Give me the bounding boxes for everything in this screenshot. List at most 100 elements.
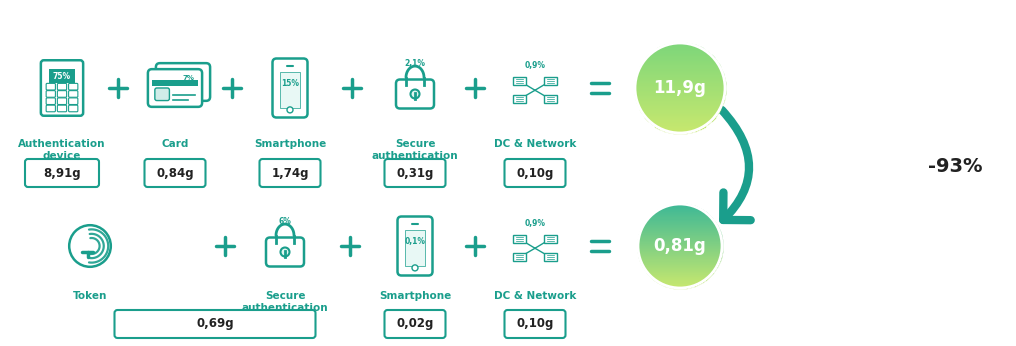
Bar — [651, 276, 708, 278]
FancyBboxPatch shape — [513, 77, 526, 85]
Text: DC & Network: DC & Network — [494, 139, 576, 149]
Bar — [669, 286, 692, 287]
Bar — [644, 222, 715, 224]
Bar — [635, 90, 724, 92]
Bar — [635, 88, 725, 89]
Text: Token: Token — [73, 291, 107, 301]
Text: 0,10g: 0,10g — [516, 166, 554, 180]
Text: 11,9g: 11,9g — [653, 79, 706, 97]
Bar — [644, 60, 715, 61]
Bar — [643, 61, 716, 62]
Bar — [649, 120, 710, 122]
Bar — [638, 239, 721, 241]
Bar — [635, 93, 724, 95]
Bar — [639, 255, 720, 257]
Bar — [639, 69, 721, 70]
Bar — [638, 102, 722, 104]
Bar — [642, 264, 717, 265]
Bar — [641, 64, 718, 66]
FancyBboxPatch shape — [155, 63, 210, 101]
Bar — [636, 76, 723, 78]
Bar — [665, 285, 695, 286]
Text: 75%: 75% — [53, 72, 71, 81]
FancyBboxPatch shape — [46, 105, 56, 112]
Bar — [653, 51, 706, 52]
Bar — [648, 119, 711, 121]
Circle shape — [410, 90, 420, 99]
FancyBboxPatch shape — [46, 83, 56, 90]
Bar — [646, 270, 714, 272]
Bar — [635, 91, 724, 93]
Text: 0,9%: 0,9% — [524, 219, 546, 228]
Bar — [647, 271, 713, 273]
Bar — [650, 215, 709, 217]
Bar — [635, 84, 724, 86]
Bar — [641, 230, 719, 231]
Bar — [636, 94, 724, 96]
Bar — [645, 221, 714, 223]
FancyBboxPatch shape — [69, 98, 78, 104]
Bar — [635, 86, 725, 88]
FancyBboxPatch shape — [57, 98, 67, 104]
Bar — [659, 47, 701, 49]
Text: 1,74g: 1,74g — [271, 166, 309, 180]
Bar — [636, 95, 724, 97]
Bar — [662, 207, 697, 208]
Bar — [639, 254, 721, 256]
Bar — [638, 243, 722, 244]
Bar — [648, 55, 711, 57]
Bar — [639, 234, 720, 236]
Bar — [647, 218, 712, 220]
Bar — [652, 122, 708, 124]
Text: 0,84g: 0,84g — [156, 166, 194, 180]
Bar — [657, 280, 703, 282]
Bar — [641, 110, 718, 112]
Bar — [636, 97, 724, 98]
Bar — [637, 74, 723, 76]
Bar — [639, 107, 720, 109]
Bar — [638, 70, 721, 71]
Bar — [653, 213, 707, 215]
Bar — [654, 278, 706, 280]
Text: Authentication
device: Authentication device — [18, 139, 106, 161]
Bar — [647, 272, 712, 274]
Bar — [651, 53, 709, 55]
Bar — [655, 125, 704, 127]
Bar — [638, 251, 721, 253]
Bar — [638, 72, 722, 74]
FancyBboxPatch shape — [259, 159, 320, 187]
Text: 0,31g: 0,31g — [396, 166, 434, 180]
Bar — [639, 235, 720, 237]
Bar — [655, 211, 704, 213]
Bar — [648, 217, 711, 219]
Bar — [635, 82, 724, 84]
FancyBboxPatch shape — [46, 98, 56, 104]
Bar — [638, 245, 722, 246]
FancyBboxPatch shape — [544, 77, 558, 85]
Text: 0,69g: 0,69g — [196, 318, 234, 330]
Bar — [638, 71, 722, 73]
Bar — [638, 242, 721, 243]
Bar — [643, 225, 716, 226]
Text: 0,81g: 0,81g — [653, 237, 706, 255]
Bar — [643, 226, 717, 227]
Bar — [665, 206, 695, 207]
Bar — [640, 66, 720, 68]
Bar — [655, 49, 704, 51]
FancyBboxPatch shape — [396, 80, 434, 109]
Bar — [673, 43, 687, 44]
Bar — [661, 46, 698, 48]
Bar — [644, 115, 715, 116]
Bar — [639, 236, 721, 238]
FancyBboxPatch shape — [69, 91, 78, 97]
Bar — [651, 214, 708, 216]
Bar — [661, 128, 698, 130]
Bar — [673, 131, 687, 133]
Circle shape — [412, 265, 418, 271]
Bar — [664, 45, 696, 47]
Bar — [643, 266, 716, 267]
Bar — [642, 228, 718, 229]
Bar — [648, 273, 711, 275]
Bar — [674, 204, 687, 205]
FancyBboxPatch shape — [69, 83, 78, 90]
